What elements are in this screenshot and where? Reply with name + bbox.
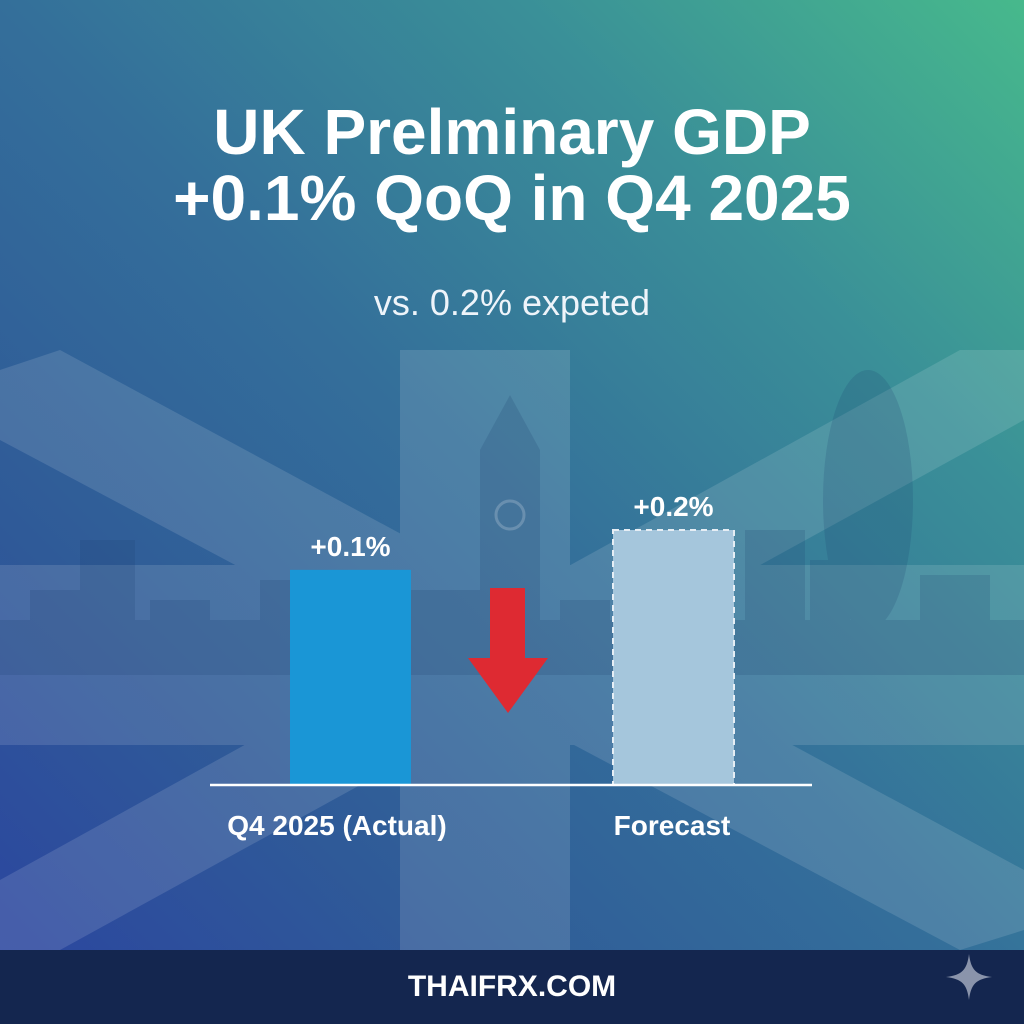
data-label-forecast: +0.2% xyxy=(633,491,713,522)
brand-text: THAIFRX.COM xyxy=(407,970,617,1003)
title-line-1: UK Prelminary GDP xyxy=(213,96,811,168)
down-arrow-icon xyxy=(468,588,548,713)
title-line-2: +0.1% QoQ in Q4 2025 xyxy=(173,162,851,234)
data-label-actual: +0.1% xyxy=(310,531,390,562)
subtitle: vs. 0.2% expeted xyxy=(373,282,651,323)
footer-bar: THAIFRX.COM xyxy=(0,950,1024,1024)
bar-actual xyxy=(290,569,411,785)
category-label-actual: Q4 2025 (Actual) xyxy=(227,810,446,841)
sparkle-icon xyxy=(946,954,992,1000)
category-label-forecast: Forecast xyxy=(614,810,731,841)
bar-forecast xyxy=(612,529,735,786)
